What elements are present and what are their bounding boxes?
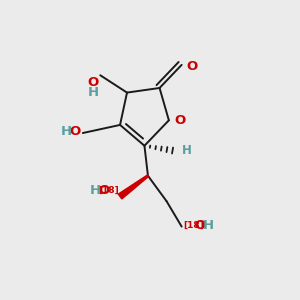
Polygon shape bbox=[118, 175, 148, 199]
Text: H: H bbox=[203, 219, 214, 232]
Text: H: H bbox=[88, 86, 99, 99]
Text: O: O bbox=[70, 125, 81, 138]
Text: H: H bbox=[61, 125, 72, 138]
Text: [18]: [18] bbox=[183, 221, 204, 230]
Text: O: O bbox=[98, 184, 110, 197]
Text: O: O bbox=[194, 219, 206, 232]
Text: H: H bbox=[90, 184, 101, 197]
Text: [18]: [18] bbox=[98, 186, 119, 195]
Text: H: H bbox=[182, 144, 191, 157]
Text: O: O bbox=[186, 59, 198, 73]
Text: O: O bbox=[174, 114, 185, 127]
Text: O: O bbox=[88, 76, 99, 89]
